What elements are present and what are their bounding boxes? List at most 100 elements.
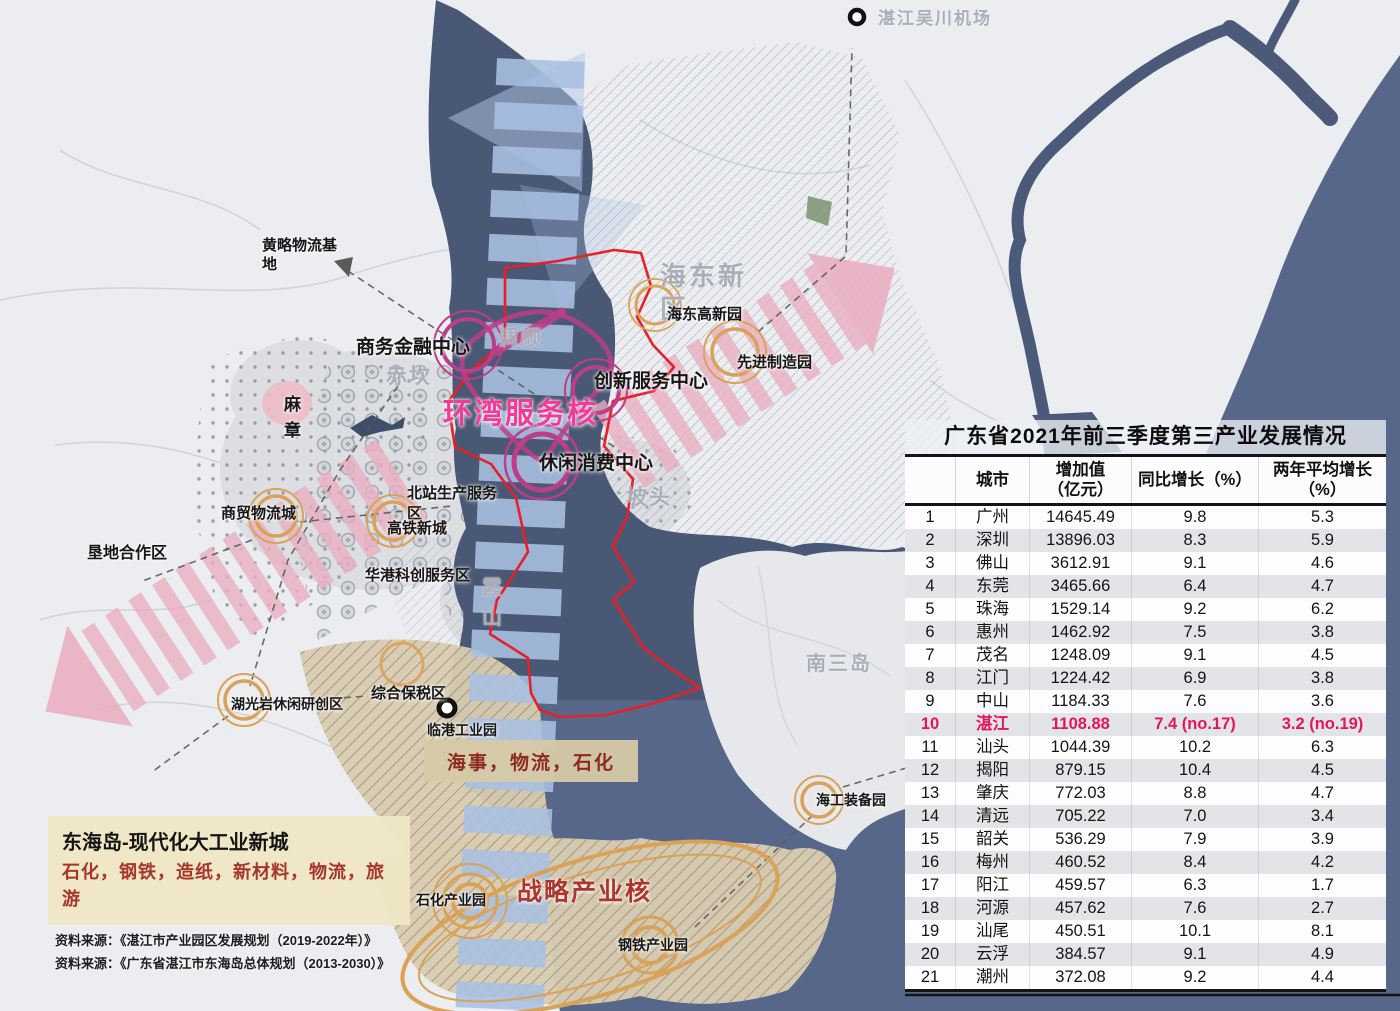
lingang-marker bbox=[436, 697, 458, 719]
table-cell: 5.3 bbox=[1258, 506, 1386, 529]
table-cell: 12 bbox=[920, 761, 940, 779]
table-cell: 3 bbox=[925, 554, 935, 572]
table-cell: 11 bbox=[921, 738, 939, 756]
table-row: 15 韶关 536.29 7.9 3.9 bbox=[905, 828, 1386, 851]
table-cell: 6.2 bbox=[1258, 598, 1386, 621]
table-header-cell: 同比增长（%） bbox=[1131, 457, 1258, 503]
table-cell: 450.51 bbox=[1029, 920, 1131, 943]
table-row: 21 潮州 372.08 9.2 4.4 bbox=[905, 966, 1386, 989]
table-cell: 705.22 bbox=[1029, 805, 1131, 828]
table-cell: 2 bbox=[925, 531, 935, 549]
label-bay-service-core: 环湾服务核 bbox=[443, 398, 599, 430]
label-xiashan-district: 霞山 bbox=[482, 577, 504, 629]
label-huguangyan-leisure-zone: 湖光岩休闲研创区 bbox=[231, 696, 343, 712]
estuary-rivers bbox=[1008, 0, 1338, 506]
table-cell: 潮州 bbox=[955, 966, 1029, 989]
table-cell: 4.2 bbox=[1258, 851, 1386, 874]
table-cell: 1044.39 bbox=[1029, 736, 1131, 759]
table-row: 18 河源 457.62 7.6 2.7 bbox=[905, 897, 1386, 920]
table-cell: 广州 bbox=[955, 506, 1029, 529]
table-cell: 18 bbox=[920, 899, 940, 917]
label-tiaoshun-district: 调顺 bbox=[497, 327, 543, 350]
table-header: 城市 增加值 （亿元） 同比增长（%） 两年平均增长 （%） bbox=[905, 454, 1386, 506]
table-cell: 深圳 bbox=[955, 529, 1029, 552]
label-chikan-district: 赤坎 bbox=[386, 365, 432, 388]
table-cell: 肇庆 bbox=[955, 782, 1029, 805]
label-business-finance-center: 商务金融中心 bbox=[356, 337, 471, 358]
table-cell: 10.1 bbox=[1131, 920, 1258, 943]
label-strategic-industry-core: 战略产业核 bbox=[517, 878, 653, 906]
pink-axis-southwest bbox=[45, 439, 429, 727]
table-cell: 9.8 bbox=[1131, 506, 1258, 529]
label-petrochemical-park: 石化产业园 bbox=[416, 892, 486, 908]
table-cell: 9.2 bbox=[1131, 966, 1258, 989]
table-row: 8 江门 1224.42 6.9 3.8 bbox=[905, 667, 1386, 690]
table-row: 1 广州 14645.49 9.8 5.3 bbox=[905, 506, 1386, 529]
magenta-ring-road bbox=[433, 307, 628, 501]
table-row: 10 湛江 1108.88 7.4 (no.17) 3.2 (no.19) bbox=[905, 713, 1386, 736]
table-cell: 6.4 bbox=[1131, 575, 1258, 598]
table-cell: 9.1 bbox=[1131, 644, 1258, 667]
table-row: 17 阳江 459.57 6.3 1.7 bbox=[905, 874, 1386, 897]
table-cell: 汕尾 bbox=[955, 920, 1029, 943]
airport-marker bbox=[847, 7, 867, 27]
label-lingang-industrial-park: 临港工业园 bbox=[427, 722, 497, 738]
table-cell: 3.8 bbox=[1258, 621, 1386, 644]
chikan-river bbox=[350, 415, 405, 437]
table-cell: 4.5 bbox=[1258, 644, 1386, 667]
table-cell: 15 bbox=[920, 830, 940, 848]
donghai-callout-title: 东海岛-现代化大工业新城 bbox=[62, 832, 289, 854]
table-cell: 4.9 bbox=[1258, 943, 1386, 966]
table-cell: 459.57 bbox=[1029, 874, 1131, 897]
table-cell: 惠州 bbox=[955, 621, 1029, 644]
donghai-island-callout: 东海岛-现代化大工业新城 石化，钢铁，造纸，新材料，物流，旅游 bbox=[48, 816, 410, 925]
table-cell: 5 bbox=[925, 600, 935, 618]
label-huanglue-logistics-base: 黄略物流基地 bbox=[262, 237, 338, 273]
table-cell: 9 bbox=[925, 692, 935, 710]
table-cell: 3.6 bbox=[1258, 690, 1386, 713]
label-haidong-hightech-park: 海东高新园 bbox=[667, 306, 743, 323]
table-cell: 韶关 bbox=[955, 828, 1029, 851]
table-cell: 1248.09 bbox=[1029, 644, 1131, 667]
table-cell: 9.1 bbox=[1131, 552, 1258, 575]
table-row: 11 汕头 1044.39 10.2 6.3 bbox=[905, 736, 1386, 759]
table-cell: 8.1 bbox=[1258, 920, 1386, 943]
table-cell: 揭阳 bbox=[955, 759, 1029, 782]
mazhang-town-blob bbox=[262, 381, 312, 425]
table-cell: 879.15 bbox=[1029, 759, 1131, 782]
table-cell: 3.8 bbox=[1258, 667, 1386, 690]
table-cell: 湛江 bbox=[955, 713, 1029, 736]
table-cell: 7.5 bbox=[1131, 621, 1258, 644]
label-north-station-service-area: 北站生产服务区 bbox=[407, 485, 498, 522]
table-cell: 10.4 bbox=[1131, 759, 1258, 782]
table-cell: 384.57 bbox=[1029, 943, 1131, 966]
nansandao-island bbox=[693, 550, 953, 850]
table-cell: 4.7 bbox=[1258, 575, 1386, 598]
table-cell: 13896.03 bbox=[1029, 529, 1131, 552]
label-highspeed-rail-newtown: 高铁新城 bbox=[387, 520, 448, 537]
table-cell: 9.1 bbox=[1131, 943, 1258, 966]
table-cell: 1529.14 bbox=[1029, 598, 1131, 621]
label-comprehensive-bonded-zone: 综合保税区 bbox=[371, 685, 447, 702]
table-cell: 8.8 bbox=[1131, 782, 1258, 805]
table-cell: 7.6 bbox=[1131, 897, 1258, 920]
industry-table: 广东省2021年前三季度第三产业发展情况 城市 增加值 （亿元） 同比增长（%） 两年平… bbox=[905, 420, 1386, 992]
table-row: 14 清远 705.22 7.0 3.4 bbox=[905, 805, 1386, 828]
table-row: 3 佛山 3612.91 9.1 4.6 bbox=[905, 552, 1386, 575]
table-cell: 1108.88 bbox=[1029, 713, 1131, 736]
table-cell: 3.9 bbox=[1258, 828, 1386, 851]
label-steel-industry-park: 钢铁产业园 bbox=[618, 937, 688, 953]
table-cell: 457.62 bbox=[1029, 897, 1131, 920]
maritime-logistics-callout: 海事，物流，石化 bbox=[424, 740, 638, 782]
table-cell: 3.2 (no.19) bbox=[1258, 713, 1386, 736]
table-cell: 14 bbox=[920, 807, 940, 825]
table-cell: 460.52 bbox=[1029, 851, 1131, 874]
table-cell: 8 bbox=[925, 669, 935, 687]
table-cell: 阳江 bbox=[955, 874, 1029, 897]
table-cell: 7.6 bbox=[1131, 690, 1258, 713]
table-cell: 珠海 bbox=[955, 598, 1029, 621]
table-cell: 4 bbox=[925, 577, 935, 595]
table-header-cell bbox=[905, 457, 955, 503]
table-cell: 4.6 bbox=[1258, 552, 1386, 575]
label-haidong-new-area: 海东新区 bbox=[660, 261, 748, 324]
